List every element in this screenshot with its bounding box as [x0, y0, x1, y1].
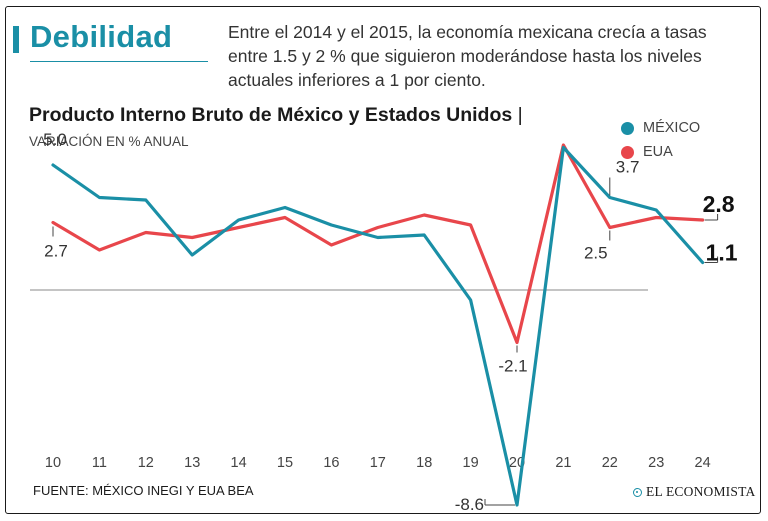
x-tick-label: 10 [45, 455, 61, 471]
legend-item-mexico: MÉXICO [621, 116, 700, 140]
x-tick-label: 18 [416, 455, 432, 471]
data-label-mexico: 5.0 [43, 130, 67, 149]
x-tick-label: 16 [323, 455, 339, 471]
chart-subtitle: VARIACIÓN EN % ANUAL [29, 134, 189, 149]
series-line-eua [51, 143, 705, 345]
x-tick-label: 14 [231, 455, 247, 471]
data-label-mexico: -8.6 [455, 495, 484, 514]
brand-logo-icon [633, 487, 642, 497]
x-tick-label: 22 [602, 455, 618, 471]
section-title: Debilidad [30, 19, 173, 54]
x-tick-label: 21 [555, 455, 571, 471]
infographic-frame [5, 6, 761, 514]
brand-logo: EL ECONOMISTA [633, 484, 755, 500]
legend-swatch-eua [621, 145, 634, 159]
data-label-eua: 2.7 [44, 242, 68, 261]
x-tick-label: 12 [138, 455, 154, 471]
chart-title-suffix: | [517, 104, 523, 126]
chart-title-text: Producto Interno Bruto de México y Estad… [29, 104, 513, 126]
legend-label-mexico: MÉXICO [643, 120, 701, 136]
legend-label-eua: EUA [643, 144, 673, 160]
legend-swatch-mexico [621, 121, 634, 135]
brand-name: EL ECONOMISTA [646, 484, 756, 499]
series-line-mexico [51, 145, 705, 507]
source-note: FUENTE: MÉXICO INEGI Y EUA BEA [33, 483, 254, 498]
data-label-eua: 2.8 [703, 191, 735, 217]
section-title-rule [30, 61, 208, 62]
chart-title: Producto Interno Bruto de México y Estad… [29, 104, 523, 127]
x-tick-label: 13 [184, 455, 200, 471]
x-tick-label: 11 [92, 455, 107, 471]
data-label-mexico: 3.7 [616, 158, 640, 177]
x-tick-label: 17 [370, 455, 386, 471]
accent-bar [13, 26, 19, 53]
chart-legend: MÉXICO EUA [621, 116, 700, 164]
data-label-mexico: 1.1 [706, 240, 738, 266]
x-tick-label: 24 [695, 455, 711, 471]
x-tick-label: 19 [463, 455, 479, 471]
x-tick-label: 23 [648, 455, 664, 471]
legend-item-eua: EUA [621, 140, 700, 164]
data-label-eua: -2.1 [498, 357, 527, 376]
x-tick-label: 15 [277, 455, 293, 471]
data-label-eua: 2.5 [584, 244, 608, 263]
intro-text: Entre el 2014 y el 2015, la economía mex… [228, 22, 707, 90]
